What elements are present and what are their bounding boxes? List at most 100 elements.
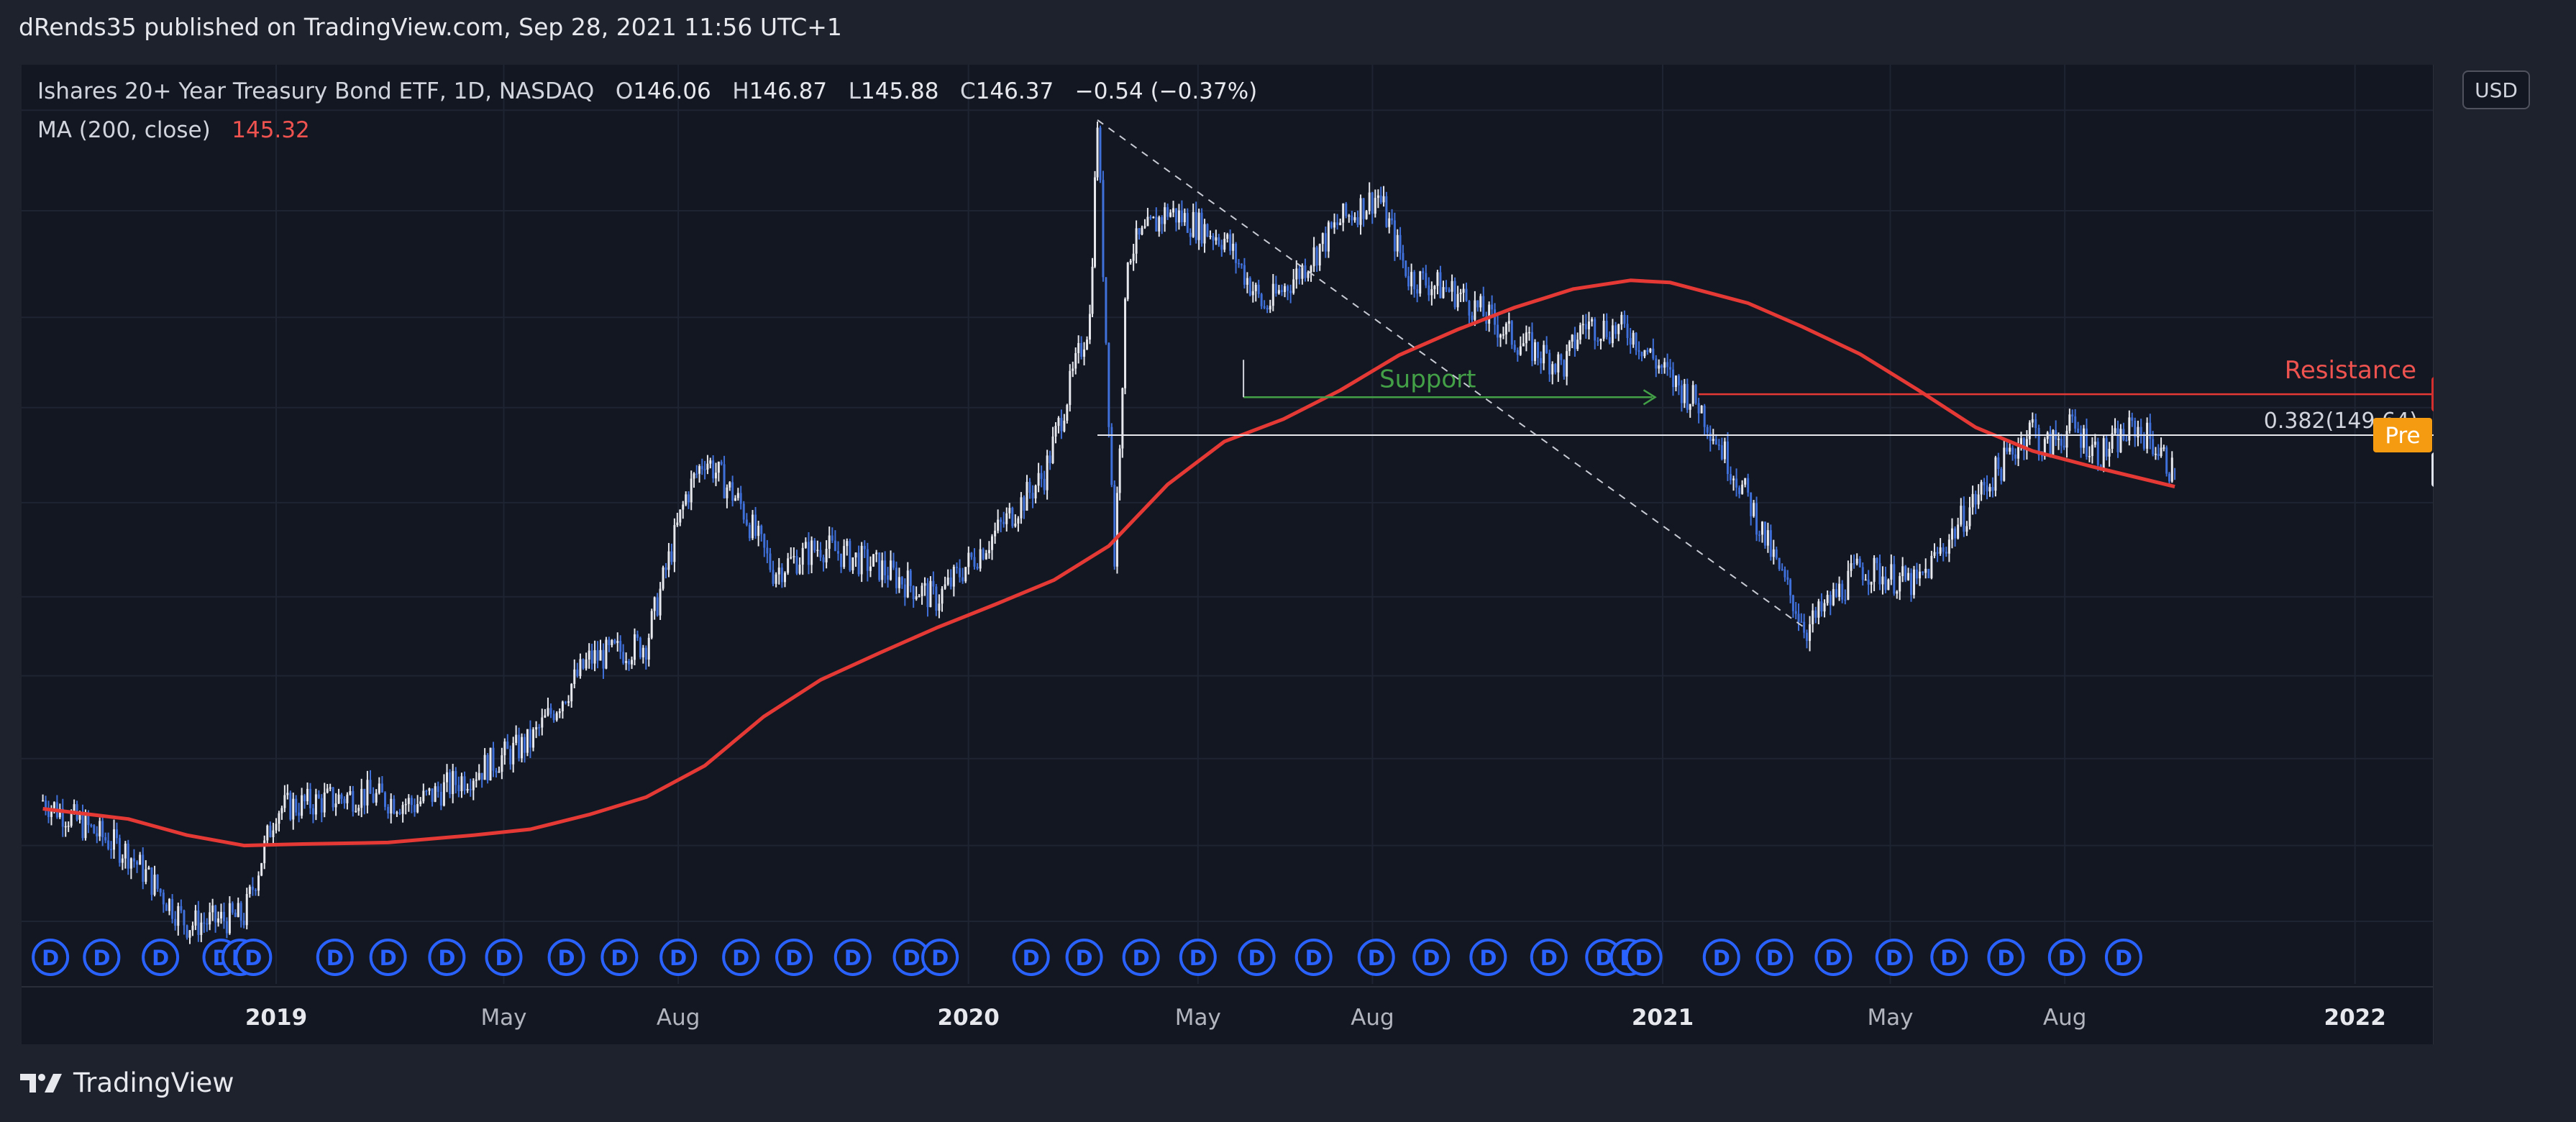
- price-bar: [1200, 212, 1203, 244]
- price-bar: [1783, 570, 1786, 578]
- price-bar: [1666, 362, 1669, 368]
- dividend-marker[interactable]: D: [1469, 939, 1507, 976]
- price-bar: [1554, 364, 1557, 373]
- dividend-label: D: [557, 946, 575, 970]
- price-bar: [1655, 358, 1658, 369]
- price-bar: [495, 770, 498, 773]
- price-bar: [104, 837, 107, 841]
- dividend-marker[interactable]: D: [2047, 939, 2086, 976]
- dividend-marker[interactable]: D: [1875, 939, 1913, 976]
- dividend-marker[interactable]: D: [485, 939, 523, 976]
- time-tick-label: May: [1175, 1005, 1221, 1031]
- price-bar: [1712, 439, 1714, 442]
- price-bar: [1729, 474, 1732, 480]
- dividend-marker[interactable]: D: [1179, 939, 1217, 976]
- price-bar: [2157, 453, 2160, 456]
- dividend-marker[interactable]: D: [369, 939, 407, 976]
- price-bar: [292, 798, 295, 820]
- price-bar: [1841, 583, 1844, 600]
- chart-frame[interactable]: 113.50118.50124.50130.50136.50144.00152.…: [22, 65, 2434, 1044]
- dividend-marker[interactable]: D: [1530, 939, 1568, 976]
- price-bar: [419, 801, 422, 805]
- price-bar: [442, 782, 445, 806]
- dividend-circle: [1755, 939, 1794, 976]
- price-bar: [355, 811, 357, 813]
- dividend-marker[interactable]: D: [1012, 939, 1050, 976]
- dividend-marker[interactable]: D: [833, 939, 872, 976]
- price-bar: [698, 466, 701, 474]
- price-bar: [1689, 403, 1691, 410]
- dividend-marker[interactable]: D: [32, 939, 70, 976]
- dividend-marker[interactable]: D: [547, 939, 585, 976]
- price-bar: [466, 788, 469, 791]
- price-bar: [334, 803, 337, 808]
- currency-button[interactable]: USD: [2462, 70, 2530, 109]
- dividend-marker[interactable]: D: [775, 939, 813, 976]
- price-bar: [1074, 353, 1077, 369]
- dividend-marker[interactable]: D: [316, 939, 354, 976]
- price-bar: [1491, 304, 1494, 310]
- dividend-marker[interactable]: D: [1625, 939, 1663, 976]
- price-bar: [1014, 523, 1017, 526]
- price-bar: [1321, 233, 1324, 245]
- dividend-marker[interactable]: D: [659, 939, 698, 976]
- dividend-marker[interactable]: D: [1814, 939, 1853, 976]
- price-bar: [994, 530, 997, 537]
- low-value: 145.88: [861, 78, 939, 104]
- price-bar: [970, 552, 973, 557]
- price-bar: [780, 567, 783, 583]
- price-bar: [2063, 445, 2065, 448]
- price-bar: [717, 462, 720, 473]
- dividend-marker[interactable]: D: [892, 939, 931, 976]
- price-bar: [641, 647, 644, 657]
- price-bar: [1608, 337, 1611, 344]
- dividend-circle: [775, 939, 813, 976]
- price-bar: [142, 854, 145, 882]
- price-bar: [200, 922, 203, 935]
- dividend-circle: [1012, 939, 1050, 976]
- dividend-circle: [1179, 939, 1217, 976]
- dividend-marker[interactable]: D: [142, 939, 180, 976]
- dividend-marker[interactable]: D: [83, 939, 121, 976]
- dividend-marker[interactable]: D: [1065, 939, 1103, 976]
- price-bar: [798, 565, 801, 574]
- price-bar: [602, 649, 605, 669]
- dividend-marker[interactable]: D: [1238, 939, 1276, 976]
- price-bar: [1545, 345, 1548, 353]
- dividend-marker[interactable]: D: [1357, 939, 1395, 976]
- price-bar: [631, 660, 634, 665]
- dividend-circle: [1625, 939, 1663, 976]
- dividend-marker[interactable]: D: [234, 939, 273, 976]
- dividend-marker[interactable]: D: [1930, 939, 1968, 976]
- price-bar: [695, 473, 698, 475]
- price-chart[interactable]: 113.50118.50124.50130.50136.50144.00152.…: [22, 65, 2434, 1044]
- dividend-marker[interactable]: D: [1702, 939, 1740, 976]
- dividend-marker[interactable]: D: [921, 939, 959, 976]
- dividend-marker[interactable]: D: [1294, 939, 1333, 976]
- dividend-marker[interactable]: D: [1412, 939, 1451, 976]
- price-bar: [1362, 198, 1365, 219]
- tradingview-logo[interactable]: TradingView: [20, 1067, 234, 1098]
- dividend-marker[interactable]: D: [722, 939, 760, 976]
- price-bar: [1359, 198, 1362, 225]
- dividend-marker[interactable]: D: [2104, 939, 2142, 976]
- dividend-marker[interactable]: D: [1122, 939, 1160, 976]
- dividend-circle: [1357, 939, 1395, 976]
- price-bar: [760, 526, 763, 534]
- price-bar: [962, 577, 964, 582]
- price-bar: [45, 800, 47, 811]
- price-bar: [1034, 485, 1037, 498]
- dividend-marker[interactable]: D: [1755, 939, 1794, 976]
- price-bar: [1646, 350, 1649, 352]
- price-bar: [384, 792, 387, 807]
- price-bar: [1474, 300, 1476, 320]
- price-bar: [745, 519, 748, 525]
- dividend-marker[interactable]: D: [428, 939, 466, 976]
- price-bar: [1747, 478, 1750, 493]
- price-bar: [929, 580, 932, 608]
- dividend-marker[interactable]: D: [600, 939, 639, 976]
- dividend-marker[interactable]: D: [1987, 939, 2025, 976]
- price-bar: [1240, 264, 1243, 265]
- price-bar: [437, 786, 439, 793]
- price-bar: [903, 584, 906, 598]
